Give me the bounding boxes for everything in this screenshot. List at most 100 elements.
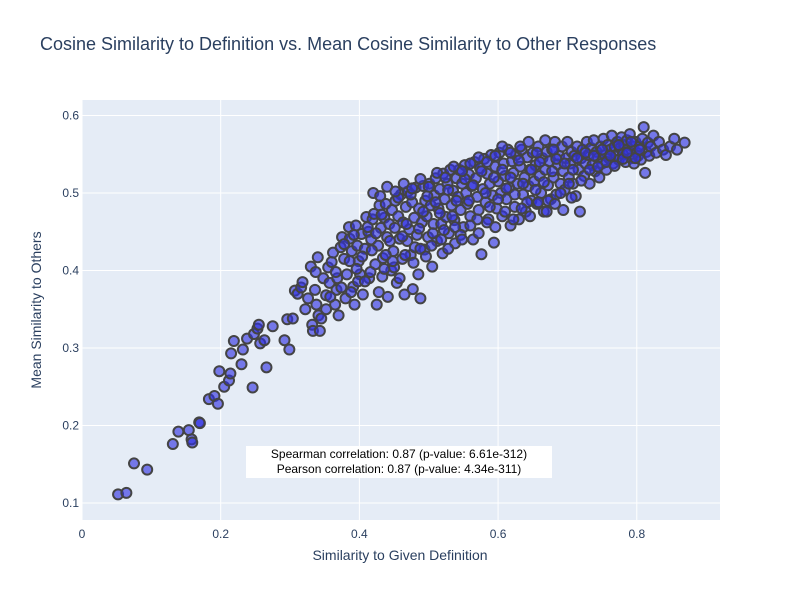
data-point [604, 149, 617, 162]
data-points [112, 121, 691, 501]
data-point [487, 171, 500, 184]
data-point [489, 149, 502, 162]
spearman-annotation: Spearman correlation: 0.87 (p-value: 6.6… [271, 447, 527, 461]
data-point [558, 157, 571, 170]
data-point [332, 309, 345, 322]
data-point [338, 238, 351, 251]
data-point [449, 221, 462, 234]
pearson-annotation: Pearson correlation: 0.87 (p-value: 4.34… [277, 462, 522, 476]
data-point [593, 171, 606, 184]
y-axis-title: Mean Similarity to Others [28, 231, 44, 388]
data-point [548, 197, 561, 210]
data-point [278, 334, 291, 347]
data-point [389, 185, 402, 198]
data-point [612, 138, 625, 151]
data-point [335, 281, 348, 294]
data-point [507, 213, 520, 226]
data-point [386, 255, 399, 268]
data-point [554, 186, 567, 199]
data-point [375, 208, 388, 221]
data-point [504, 146, 517, 159]
y-tick-label: 0.1 [62, 496, 79, 510]
data-point [419, 250, 432, 263]
x-tick-label: 0.2 [212, 527, 229, 541]
data-point [329, 266, 342, 279]
data-point [489, 221, 502, 234]
data-point [310, 298, 323, 311]
data-point [350, 262, 363, 275]
data-point [561, 135, 574, 148]
data-point [417, 205, 430, 218]
data-point [429, 196, 442, 209]
data-point [236, 343, 249, 356]
data-point [309, 283, 322, 296]
data-point [383, 235, 396, 248]
data-point [500, 182, 513, 195]
data-point [406, 283, 419, 296]
y-tick-label: 0.3 [62, 341, 79, 355]
data-point [260, 361, 273, 374]
data-point [479, 186, 492, 199]
data-point [668, 132, 681, 145]
data-point [565, 191, 578, 204]
data-point [364, 266, 377, 279]
data-point [639, 166, 652, 179]
data-point [472, 227, 485, 240]
data-point [439, 171, 452, 184]
data-point [414, 292, 427, 305]
data-point [573, 205, 586, 218]
data-point [370, 298, 383, 311]
data-point [356, 250, 369, 263]
data-point [309, 266, 322, 279]
data-point [621, 146, 634, 159]
data-point [246, 381, 259, 394]
data-point [358, 275, 371, 288]
data-point [398, 288, 411, 301]
data-point [370, 227, 383, 240]
data-point [393, 272, 406, 285]
data-point [266, 320, 279, 333]
data-point [356, 288, 369, 301]
data-point [504, 171, 517, 184]
data-point [515, 202, 528, 215]
annotation-background [246, 446, 552, 478]
data-point [512, 154, 525, 167]
data-point [348, 298, 361, 311]
data-point [492, 193, 505, 206]
data-point [378, 262, 391, 275]
data-point [372, 286, 385, 299]
data-point [302, 292, 315, 305]
data-point [464, 157, 477, 170]
data-point [450, 194, 463, 207]
data-point [487, 236, 500, 249]
data-point [407, 256, 420, 269]
data-point [426, 227, 439, 240]
data-point [166, 438, 179, 451]
data-point [608, 159, 621, 172]
data-point [530, 146, 543, 159]
data-point [340, 268, 353, 281]
data-point [456, 165, 469, 178]
data-point [625, 135, 638, 148]
data-point [347, 228, 360, 241]
data-point [637, 121, 650, 134]
data-point [361, 221, 374, 234]
data-point [412, 268, 425, 281]
y-tick-label: 0.2 [62, 418, 79, 432]
data-point [388, 221, 401, 234]
x-tick-label: 0.6 [490, 527, 507, 541]
data-point [433, 207, 446, 220]
data-point [374, 190, 387, 203]
data-point [258, 334, 271, 347]
data-point [442, 183, 455, 196]
data-point [562, 177, 575, 190]
data-point [467, 179, 480, 192]
data-point [324, 290, 337, 303]
y-tick-label: 0.6 [62, 108, 79, 122]
data-point [671, 143, 684, 156]
data-point [286, 312, 299, 325]
data-point [414, 242, 427, 255]
data-point [522, 135, 535, 148]
data-point [345, 286, 358, 299]
